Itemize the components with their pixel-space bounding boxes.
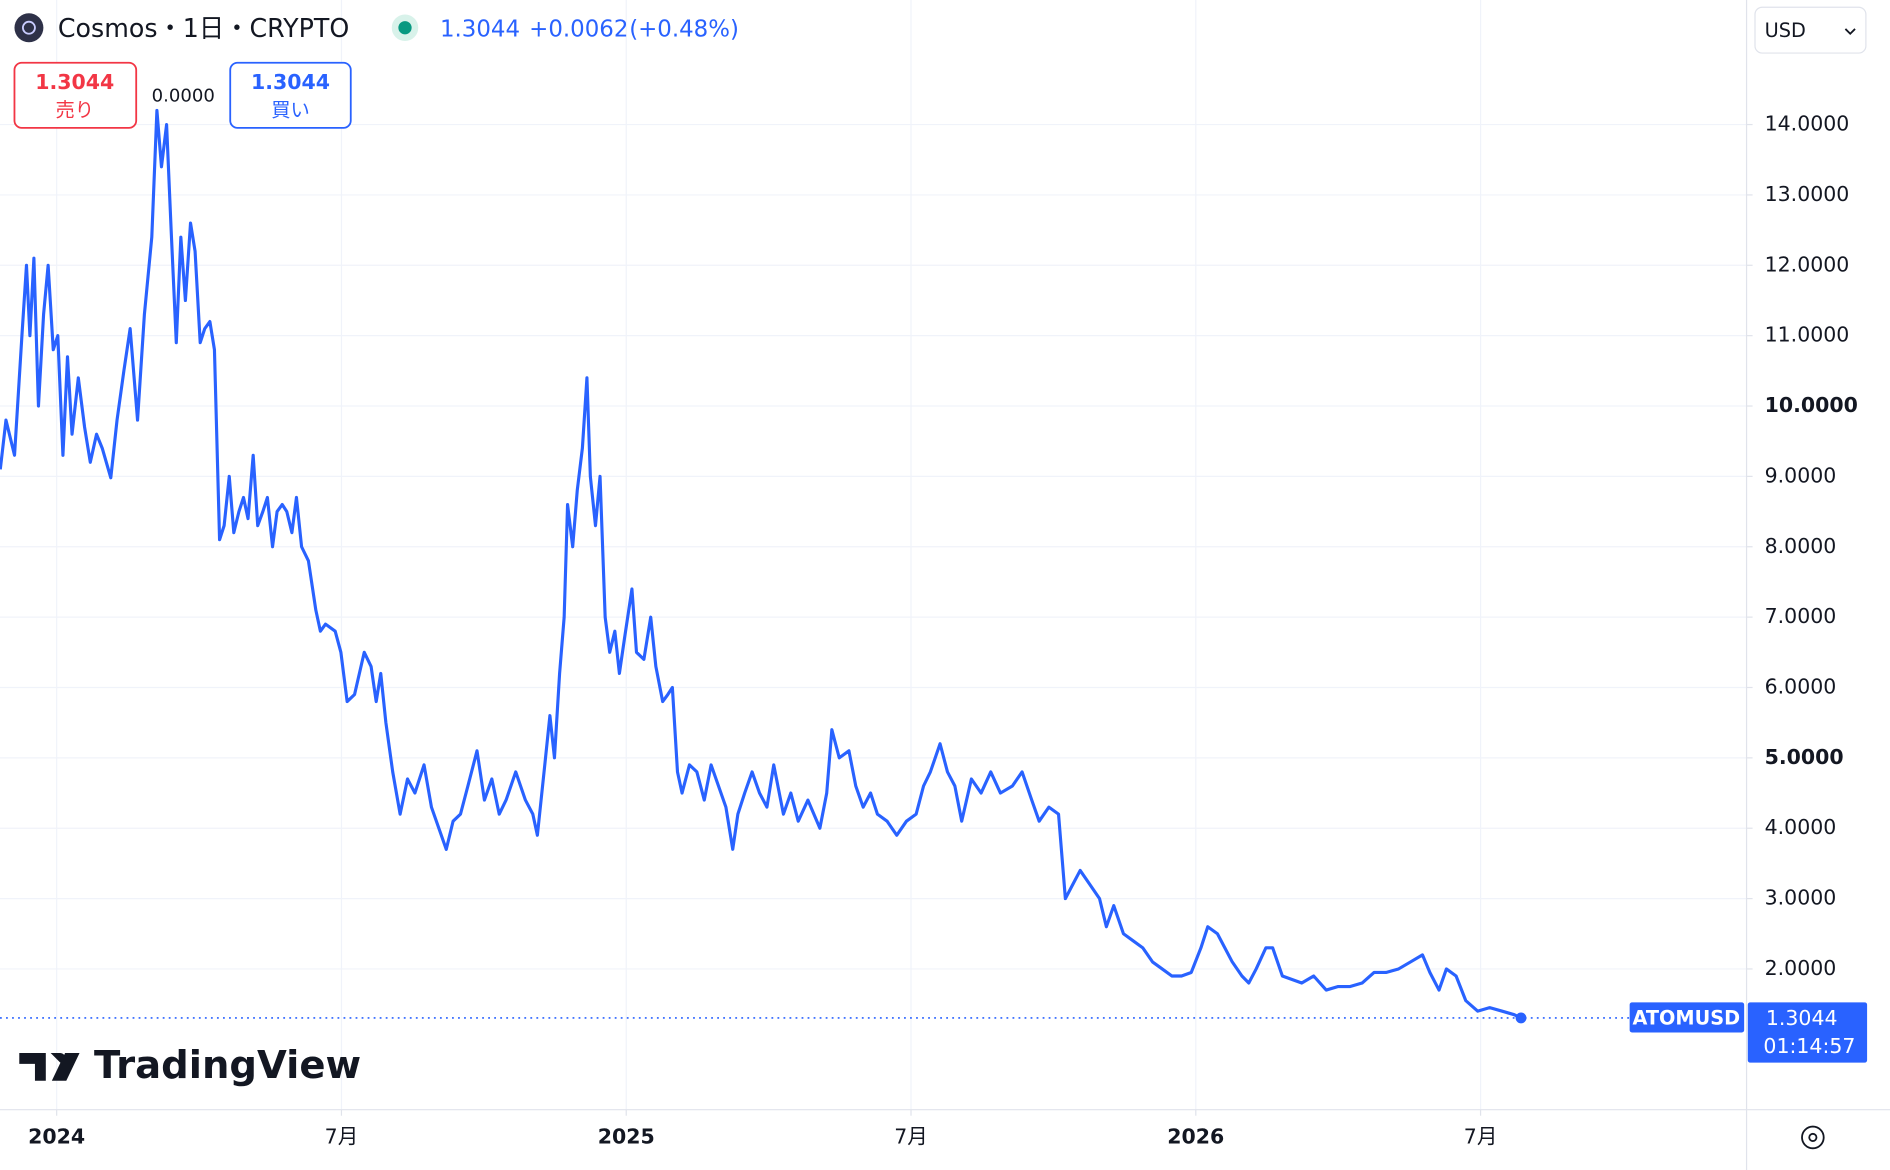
coin-icon [14, 13, 44, 43]
y-tick-label: 2.0000 [1765, 956, 1837, 980]
y-tick-label: 12.0000 [1765, 252, 1850, 276]
buy-label[interactable]: 買い [271, 98, 310, 121]
x-tick-label: 7月 [894, 1124, 928, 1148]
countdown: 01:14:57 [1763, 1034, 1855, 1058]
y-tick-label: 6.0000 [1765, 674, 1837, 698]
x-tick-label: 2026 [1167, 1124, 1224, 1148]
chevron [1844, 28, 1856, 36]
header-change: +0.0062 [529, 17, 628, 43]
y-tick-label: 5.0000 [1765, 745, 1844, 769]
x-tick-label: 2024 [28, 1124, 85, 1148]
y-tick-label: 10.0000 [1765, 393, 1858, 417]
currency[interactable]: USD [1765, 19, 1806, 42]
spread: 0.0000 [152, 85, 215, 106]
plot [0, 108, 1747, 1024]
y-tick-label: 3.0000 [1765, 886, 1837, 910]
sell-label[interactable]: 売り [55, 98, 94, 121]
y-tick-label: 14.0000 [1765, 112, 1850, 136]
y-tick-label: 11.0000 [1765, 323, 1850, 347]
currency-select[interactable] [1754, 6, 1867, 54]
grid [0, 0, 1747, 1110]
symbol: Cosmos・1日・CRYPTO [58, 13, 349, 43]
x-tick-label: 2025 [598, 1124, 655, 1148]
buy-button[interactable] [229, 61, 352, 129]
x-tick-label: 7月 [325, 1124, 359, 1148]
sell-button[interactable] [13, 61, 138, 129]
header-price: 1.3044 [440, 17, 520, 43]
logo: TradingView [94, 1043, 361, 1088]
y-tick-label: 13.0000 [1765, 182, 1850, 206]
last-point [1515, 1012, 1527, 1024]
ticker-badge [1629, 1002, 1745, 1033]
price-badge [1747, 1002, 1868, 1063]
y-tick-label: 7.0000 [1765, 604, 1837, 628]
settings-icon-center[interactable] [1808, 1132, 1818, 1142]
buy-price[interactable]: 1.3044 [251, 70, 330, 94]
y-tick-label: 8.0000 [1765, 534, 1837, 558]
y-tick-label: 9.0000 [1765, 463, 1837, 487]
header-change-pct: (+0.48%) [629, 17, 739, 43]
x-tick-label: 7月 [1464, 1124, 1498, 1148]
price-line [0, 108, 1522, 1020]
logo-icon [19, 1053, 80, 1081]
ticker: ATOMUSD [1632, 1007, 1740, 1030]
settings-icon[interactable] [1801, 1125, 1825, 1150]
last-price-label: 1.3044 [1766, 1006, 1838, 1030]
sell-price[interactable]: 1.3044 [35, 70, 114, 94]
market-status [398, 21, 412, 35]
y-tick-label: 4.0000 [1765, 815, 1837, 839]
coin-icon-ring [21, 20, 36, 35]
